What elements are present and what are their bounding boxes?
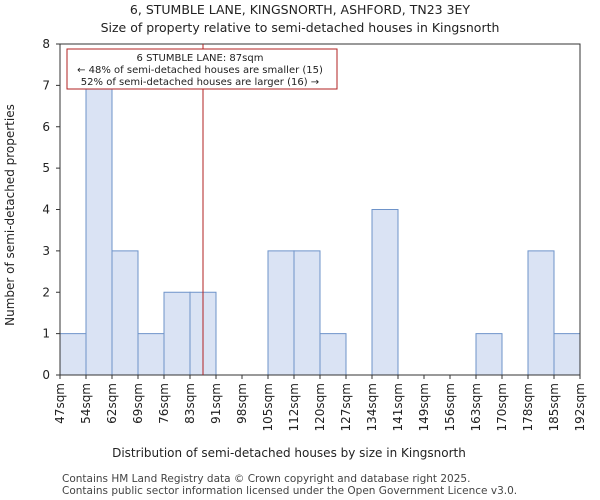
y-tick-label: 0 xyxy=(42,368,50,382)
x-tick-label: 163sqm xyxy=(469,383,483,431)
x-tick-label: 156sqm xyxy=(443,383,457,431)
y-tick-label: 6 xyxy=(42,120,50,134)
x-tick-label: 192sqm xyxy=(573,383,587,431)
bar-178sqm xyxy=(527,250,555,376)
footer-licence: Contains public sector information licen… xyxy=(62,485,518,497)
annotation-line-3: 52% of semi-detached houses are larger (… xyxy=(81,77,319,88)
bar-112sqm xyxy=(293,250,321,376)
annotation-line-1: 6 STUMBLE LANE: 87sqm xyxy=(137,53,264,64)
x-tick-label: 134sqm xyxy=(365,383,379,431)
bar-105sqm xyxy=(267,250,295,376)
marker-group: 6 STUMBLE LANE: 87sqm← 48% of semi-detac… xyxy=(66,44,338,375)
bar-47sqm xyxy=(59,333,87,376)
annotation-line-2: ← 48% of semi-detached houses are smalle… xyxy=(77,65,323,76)
bar-54sqm xyxy=(85,84,113,376)
x-tick-label: 178sqm xyxy=(521,383,535,431)
x-tick-label: 170sqm xyxy=(495,383,509,431)
x-tick-label: 141sqm xyxy=(391,383,405,431)
bar-69sqm xyxy=(137,333,165,376)
bar-163sqm xyxy=(475,333,503,376)
x-tick-label: 120sqm xyxy=(313,383,327,431)
annotation-box xyxy=(66,48,338,90)
y-axis-label: Number of semi-detached properties xyxy=(3,104,17,326)
y-tick-label: 1 xyxy=(42,327,50,341)
y-tick-label: 7 xyxy=(42,78,50,92)
bar-185sqm xyxy=(553,333,581,376)
chart-title: 6, STUMBLE LANE, KINGSNORTH, ASHFORD, TN… xyxy=(129,2,471,17)
bars-group xyxy=(59,84,581,376)
x-tick-label: 83sqm xyxy=(183,383,197,424)
axes-group: 0 1 2 3 4 5 6 7 8 47sqm 54sqm 62sqm 69sqm 76sqm 83sqm 9… xyxy=(42,37,587,431)
x-tick-label: 149sqm xyxy=(417,383,431,431)
x-tick-label: 54sqm xyxy=(79,383,93,424)
x-tick-label: 98sqm xyxy=(235,383,249,424)
x-tick-label: 127sqm xyxy=(339,383,353,431)
y-tick-label: 2 xyxy=(42,285,50,299)
bar-62sqm xyxy=(111,250,139,376)
chart-subtitle: Size of property relative to semi-detach… xyxy=(100,20,500,35)
footer-copyright: Contains HM Land Registry data © Crown c… xyxy=(62,473,471,485)
y-tick-label: 5 xyxy=(42,161,50,175)
y-tick-label: 4 xyxy=(42,203,50,217)
x-tick-label: 69sqm xyxy=(131,383,145,424)
y-tick-label: 3 xyxy=(42,244,50,258)
x-tick-label: 185sqm xyxy=(547,383,561,431)
y-tick-label: 8 xyxy=(42,37,50,51)
x-tick-label: 76sqm xyxy=(157,383,171,424)
x-tick-label: 105sqm xyxy=(261,383,275,431)
x-tick-label: 47sqm xyxy=(53,383,67,424)
bar-120sqm xyxy=(319,333,347,376)
bar-76sqm xyxy=(163,291,191,376)
x-tick-label: 62sqm xyxy=(105,383,119,424)
bar-134sqm xyxy=(371,209,399,376)
x-tick-label: 112sqm xyxy=(287,383,301,431)
x-tick-label: 91sqm xyxy=(209,383,223,424)
x-axis-label: Distribution of semi-detached houses by … xyxy=(112,446,466,460)
